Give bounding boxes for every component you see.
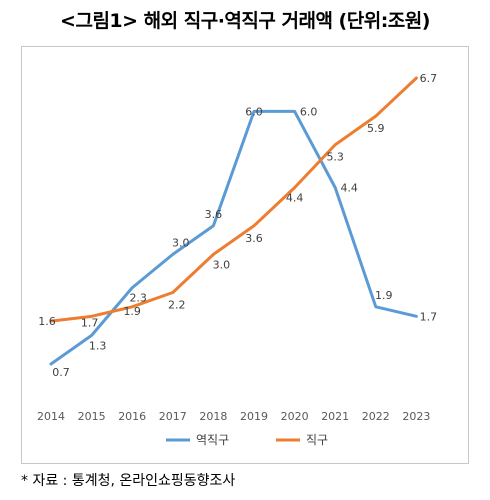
- data-label: 1.3: [89, 339, 107, 352]
- line-chart: 2014 2015 2016 2017 2018 2019 2020 2021 2022 2023…: [37, 72, 438, 447]
- data-label: 6.7: [420, 72, 438, 85]
- x-tick-label: 2017: [159, 410, 187, 423]
- data-label: 4.4: [340, 182, 358, 195]
- data-label: 6.0: [300, 105, 318, 118]
- x-tick-label: 2020: [281, 410, 309, 423]
- data-label: 3.6: [245, 232, 263, 245]
- x-tick-label: 2015: [78, 410, 106, 423]
- legend-label: 역직구: [196, 433, 229, 447]
- data-label: 2.2: [168, 299, 186, 312]
- legend-label: 직구: [306, 433, 328, 447]
- data-label: 2.3: [129, 292, 147, 305]
- x-tick-label: 2014: [37, 410, 65, 423]
- series-line-역직구: [49, 109, 418, 366]
- data-label: 3.6: [205, 208, 223, 221]
- x-tick-label: 2016: [118, 410, 146, 423]
- x-tick-label: 2021: [321, 410, 349, 423]
- data-label: 5.9: [367, 122, 385, 135]
- data-label: 0.7: [52, 366, 70, 379]
- data-label: 3.0: [172, 236, 190, 249]
- data-label: 1.7: [81, 316, 99, 329]
- data-label: 5.3: [326, 151, 344, 164]
- data-label: 4.4: [286, 192, 304, 205]
- chart-title: <그림1> 해외 직구·역직구 거래액 (단위:조원): [60, 10, 430, 32]
- data-label: 1.9: [123, 305, 141, 318]
- series-line-직구: [49, 76, 418, 323]
- chart-frame: [21, 46, 469, 464]
- x-tick-label: 2022: [362, 410, 390, 423]
- source-note: * 자료 : 통계청, 온라인쇼핑동향조사: [21, 473, 236, 489]
- data-label: 1.7: [420, 310, 438, 323]
- data-label: 3.0: [213, 258, 231, 271]
- x-tick-label: 2019: [240, 410, 268, 423]
- data-label: 1.6: [38, 315, 56, 328]
- x-tick-label: 2023: [402, 410, 430, 423]
- data-label: 6.0: [245, 105, 263, 118]
- data-label: 1.9: [375, 289, 393, 302]
- x-tick-label: 2018: [199, 410, 227, 423]
